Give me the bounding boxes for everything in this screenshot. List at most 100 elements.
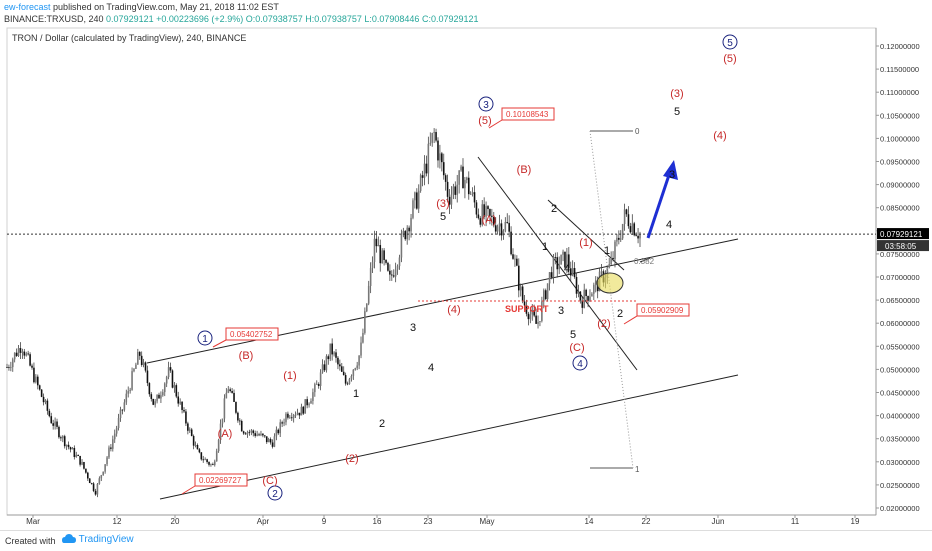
candle-body bbox=[416, 192, 418, 209]
price-chart[interactable]: TRON / Dollar (calculated by TradingView… bbox=[0, 0, 932, 530]
candle-body bbox=[348, 378, 351, 384]
candle-body bbox=[589, 296, 591, 301]
candle-body bbox=[271, 442, 274, 447]
footer: Created with TradingView bbox=[0, 530, 932, 551]
candle-body bbox=[554, 257, 557, 258]
candle-body bbox=[337, 357, 339, 365]
ohlc-bar: BINANCE:TRXUSD, 240 0.07929121 +0.002236… bbox=[4, 14, 479, 24]
candle-body bbox=[240, 420, 243, 432]
candle-body bbox=[639, 233, 641, 239]
candle-body bbox=[402, 231, 405, 235]
candle-body bbox=[564, 251, 566, 268]
wave-labels: 1 2 3 4 5 (B) (A) (C) (1) (2) (3) (4) (5… bbox=[197, 34, 738, 501]
candle-body bbox=[452, 186, 455, 195]
candle-body bbox=[204, 459, 206, 461]
close-price: 0.07929121 bbox=[106, 14, 154, 24]
open-value: O:0.07938757 bbox=[245, 14, 303, 24]
candle-body bbox=[60, 437, 62, 439]
candle-body bbox=[462, 166, 464, 189]
x-tick-label: 12 bbox=[113, 517, 122, 526]
candle-body bbox=[340, 366, 343, 372]
candle-body bbox=[227, 389, 230, 393]
wave-circle-3: 3 bbox=[478, 96, 494, 112]
channel-line bbox=[159, 374, 739, 500]
candle-body bbox=[96, 483, 99, 495]
candle-body bbox=[113, 433, 116, 440]
candle-body bbox=[196, 445, 199, 450]
published-text: published on TradingView.com, May 21, 20… bbox=[53, 2, 279, 12]
candle-body bbox=[508, 222, 510, 232]
candle-body bbox=[275, 429, 278, 437]
candle-body bbox=[471, 192, 474, 195]
svg-text:2: 2 bbox=[272, 489, 278, 500]
candle-body bbox=[58, 426, 60, 438]
wave-paren-2b: (2) bbox=[597, 318, 610, 330]
candle-body bbox=[481, 204, 484, 225]
candle-body bbox=[469, 194, 472, 195]
candle-body bbox=[35, 376, 37, 383]
candle-body bbox=[73, 447, 76, 457]
candle-body bbox=[279, 422, 282, 434]
y-tick-label: 0.10000000 bbox=[880, 134, 920, 143]
candle-body bbox=[612, 257, 614, 260]
plot-area bbox=[6, 27, 877, 516]
candle-body bbox=[258, 434, 260, 436]
wave-num-5b: 5 bbox=[570, 329, 576, 341]
candle-body bbox=[619, 238, 622, 240]
candle-body bbox=[487, 206, 489, 210]
publisher-name[interactable]: ew-forecast bbox=[4, 2, 51, 12]
candle-body bbox=[616, 237, 618, 242]
candle-body bbox=[179, 401, 181, 404]
svg-text:3: 3 bbox=[483, 100, 489, 111]
candle-body bbox=[225, 392, 228, 399]
x-tick-label: Apr bbox=[257, 517, 270, 526]
candle-body bbox=[85, 468, 87, 473]
candle-body bbox=[33, 367, 35, 383]
candle-body bbox=[81, 462, 83, 465]
wave-num-5a: 5 bbox=[440, 211, 446, 223]
candle-body bbox=[131, 371, 133, 390]
y-tick-label: 0.07000000 bbox=[880, 273, 920, 282]
created-with-text: Created with bbox=[5, 536, 56, 546]
candle-body bbox=[500, 223, 503, 236]
candle-body bbox=[444, 175, 447, 182]
candle-body bbox=[391, 274, 393, 276]
candle-body bbox=[56, 421, 58, 427]
candle-body bbox=[127, 391, 130, 394]
chart-title: TRON / Dollar (calculated by TradingView… bbox=[12, 33, 246, 43]
candle-body bbox=[217, 440, 220, 452]
candle-body bbox=[63, 436, 66, 447]
candle-body bbox=[300, 406, 303, 416]
wave-num-1c: 1 bbox=[604, 245, 610, 257]
candle-body bbox=[296, 412, 299, 415]
fib-retracement[interactable]: 0 1 0.382 bbox=[589, 127, 655, 474]
candle-body bbox=[417, 190, 420, 209]
low-value: L:0.07908446 bbox=[364, 14, 420, 24]
wave-paren-2a: (2) bbox=[345, 453, 358, 465]
x-tick-label: 20 bbox=[171, 517, 180, 526]
candle-body bbox=[121, 409, 124, 411]
y-tick-label: 0.08500000 bbox=[880, 204, 920, 213]
candle-body bbox=[267, 439, 270, 443]
candle-body bbox=[342, 371, 345, 376]
candle-body bbox=[412, 200, 414, 218]
last-price-tag: 0.07929121 03:58:05 bbox=[877, 228, 929, 252]
candle-body bbox=[429, 142, 432, 144]
candle-body bbox=[289, 417, 291, 419]
wave-num-5c: 5 bbox=[674, 106, 680, 118]
candle-body bbox=[350, 375, 353, 379]
wave-paren-1a: (1) bbox=[283, 370, 296, 382]
candle-body bbox=[71, 447, 74, 450]
candle-body bbox=[144, 362, 147, 371]
candle-body bbox=[446, 181, 449, 197]
candle-body bbox=[273, 436, 276, 447]
support-label: SUPPORT bbox=[505, 304, 549, 314]
wave-num-4a: 4 bbox=[428, 362, 434, 374]
candle-body bbox=[448, 196, 451, 205]
candle-body bbox=[506, 221, 509, 223]
candle-body bbox=[404, 231, 407, 240]
candle-body bbox=[533, 310, 535, 316]
tradingview-brand[interactable]: TradingView bbox=[62, 534, 134, 545]
candle-body bbox=[516, 258, 518, 266]
candle-body bbox=[152, 398, 155, 405]
